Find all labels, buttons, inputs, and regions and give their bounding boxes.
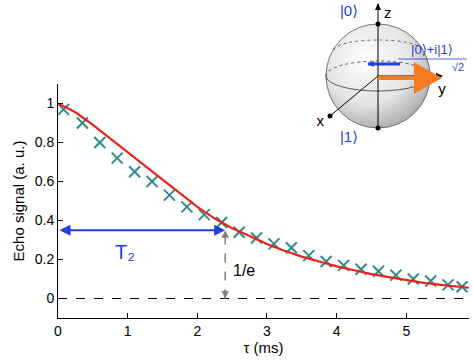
svg-text:T₂: T₂ [115,241,135,263]
svg-text:0.6: 0.6 [35,173,55,189]
svg-text:√2: √2 [452,61,464,73]
svg-text:1: 1 [124,323,132,339]
svg-text:1: 1 [46,95,54,111]
svg-text:5: 5 [402,323,410,339]
svg-text:y: y [438,80,446,97]
svg-text:|0⟩+i|1⟩: |0⟩+i|1⟩ [411,42,453,57]
svg-text:τ (ms): τ (ms) [243,339,283,356]
svg-text:0.2: 0.2 [35,251,55,267]
svg-text:Echo signal (a. u.): Echo signal (a. u.) [10,141,27,262]
svg-text:|0⟩: |0⟩ [340,2,358,19]
svg-text:x: x [317,112,325,129]
svg-text:1/e: 1/e [233,262,255,279]
svg-text:3: 3 [263,323,271,339]
svg-text:0: 0 [46,290,54,306]
svg-text:0.8: 0.8 [35,134,55,150]
svg-text:2: 2 [193,323,201,339]
svg-text:4: 4 [333,323,341,339]
svg-text:|1⟩: |1⟩ [340,128,358,145]
svg-text:0: 0 [54,323,62,339]
svg-text:z: z [384,4,392,21]
svg-text:0.4: 0.4 [35,212,55,228]
